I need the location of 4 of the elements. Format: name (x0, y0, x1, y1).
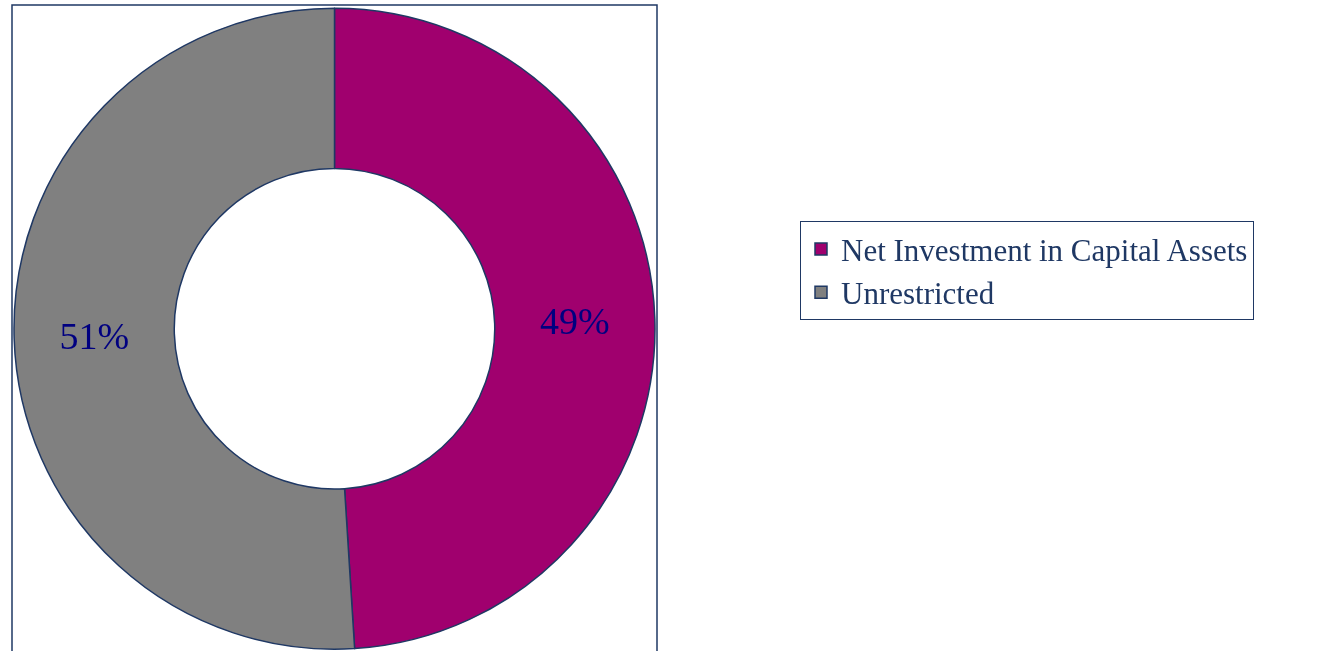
data-label: 51% (59, 315, 130, 358)
legend-label: Net Investment in Capital Assets (841, 233, 1248, 269)
data-label: 49% (539, 300, 610, 343)
legend-label: Unrestricted (841, 276, 995, 312)
